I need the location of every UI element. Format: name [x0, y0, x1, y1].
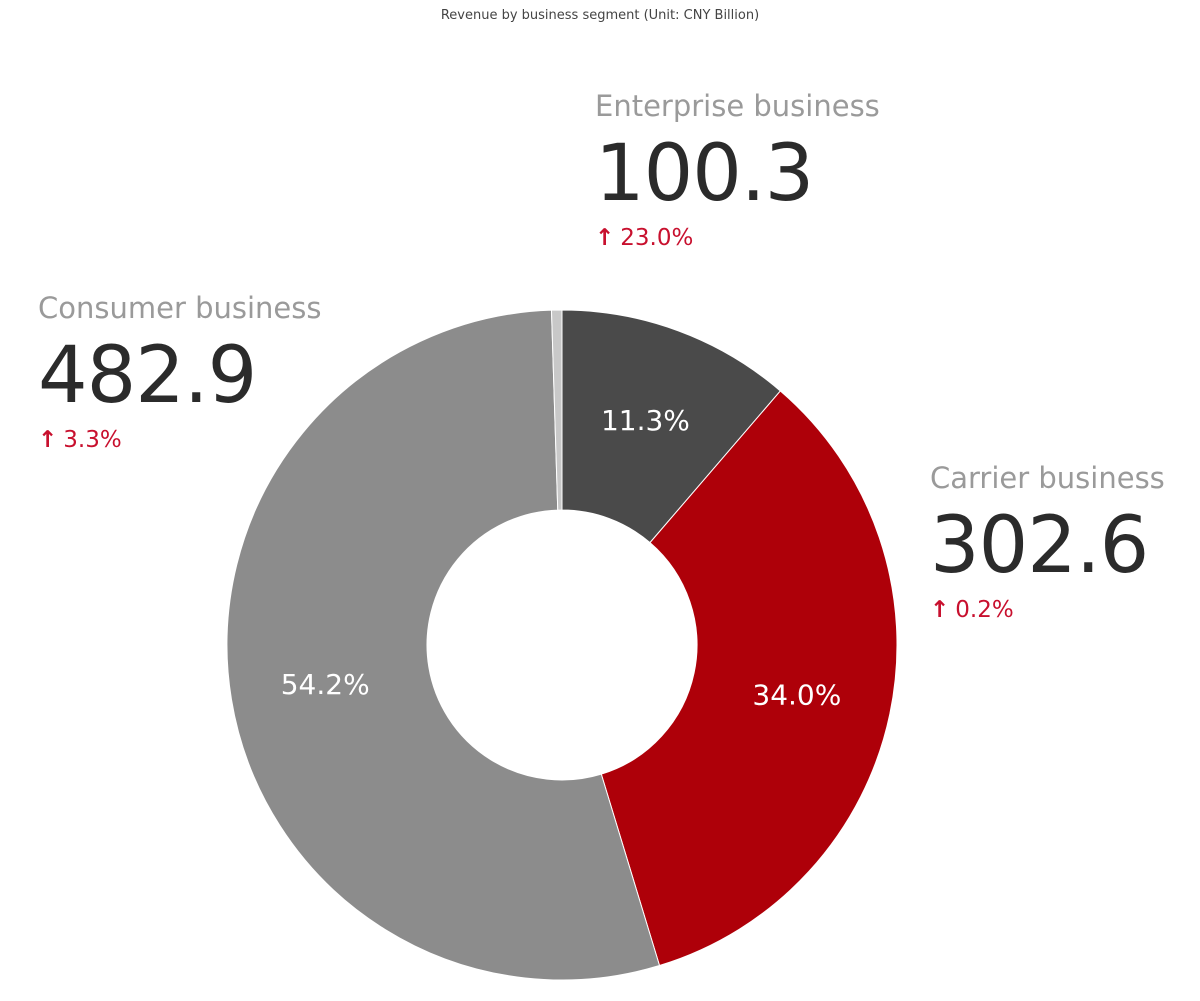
segment-value: 482.9 [38, 331, 257, 421]
arrow-up-icon: ↑ [38, 427, 58, 453]
donut-slice-enterprise-business [561, 309, 782, 544]
segment-label: Carrier business [930, 461, 1165, 495]
carrier-callout: Carrier business 302.6 ↑ 0.2% [930, 464, 1165, 622]
donut-slice-carrier-business [600, 390, 898, 967]
segment-label: Consumer business [38, 291, 322, 325]
arrow-up-icon: ↑ [930, 597, 950, 623]
consumer-callout: Consumer business 482.9 ↑ 3.3% [38, 294, 322, 452]
segment-label: Enterprise business [595, 89, 880, 123]
segment-change: 23.0% [620, 225, 694, 251]
segment-value: 302.6 [930, 501, 1149, 591]
arrow-up-icon: ↑ [595, 225, 615, 251]
slice-percent-label: 54.2% [281, 668, 370, 701]
chart-title: Revenue by business segment (Unit: CNY B… [440, 8, 760, 23]
slice-percent-label: 34.0% [752, 678, 841, 711]
segment-change: 0.2% [955, 597, 1014, 623]
slice-percent-label: 11.3% [601, 404, 690, 437]
segment-value: 100.3 [595, 129, 814, 219]
segment-change: 3.3% [63, 427, 122, 453]
donut-slice-other [550, 309, 563, 511]
enterprise-callout: Enterprise business 100.3 ↑ 23.0% [595, 92, 880, 250]
donut-slice-consumer-business [226, 309, 661, 981]
